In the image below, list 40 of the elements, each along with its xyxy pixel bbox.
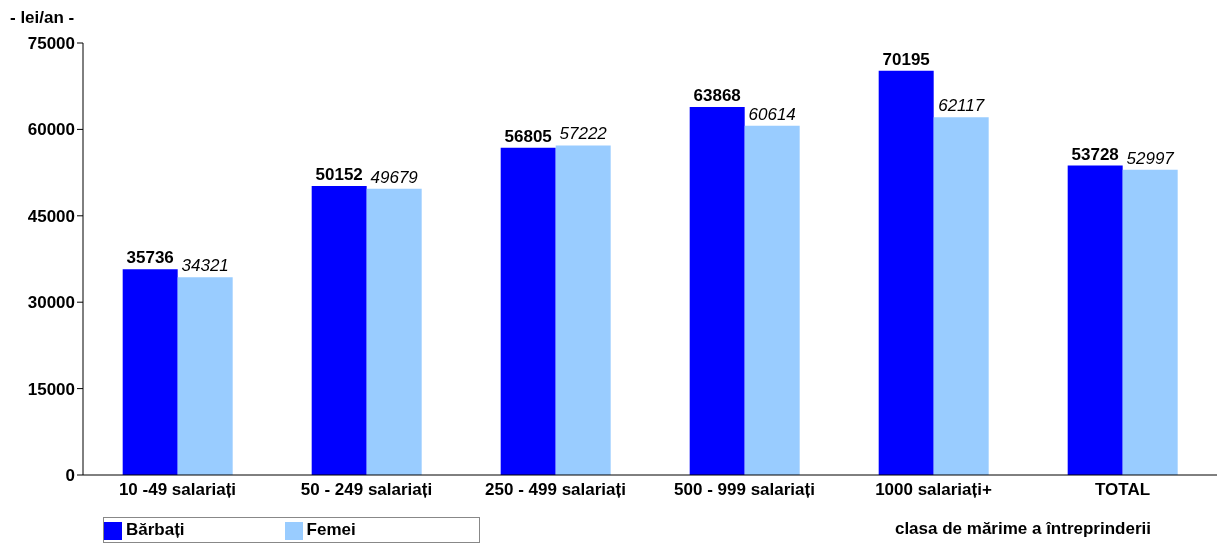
data-label: 34321 [181, 256, 229, 276]
bar [744, 125, 800, 475]
x-tick-label: 1000 salariați+ [875, 480, 992, 500]
data-label: 50152 [315, 165, 363, 185]
data-label: 53728 [1071, 144, 1119, 164]
x-axis-title: clasa de mărime a întreprinderii [894, 519, 1151, 539]
y-tick-label: 60000 [27, 120, 75, 140]
bar [1067, 165, 1123, 475]
x-tick-label: 10 -49 salariați [118, 480, 237, 500]
data-label: 63868 [693, 86, 741, 106]
y-axis-title: - lei/an - [10, 8, 75, 28]
data-label: 52997 [1126, 148, 1175, 168]
y-tick-label: 45000 [27, 206, 75, 226]
x-tick-label: 500 - 999 salariați [674, 480, 815, 500]
bar [122, 269, 178, 475]
data-label: 56805 [504, 126, 552, 146]
data-label: 57222 [559, 124, 608, 144]
x-tick-label: 250 - 499 salariați [485, 480, 626, 500]
data-label: 35736 [126, 248, 174, 268]
y-tick-label: 0 [65, 466, 75, 486]
data-label: 60614 [748, 104, 796, 124]
bar [689, 107, 745, 475]
bar [1122, 169, 1178, 475]
data-label: 49679 [370, 167, 419, 187]
bar [177, 277, 233, 475]
bar [366, 188, 422, 475]
legend-label: Femei [306, 520, 356, 539]
legend-label: Bărbați [126, 520, 185, 539]
x-tick-label: TOTAL [1094, 480, 1151, 500]
y-tick-label: 15000 [27, 379, 75, 399]
data-label: 62117 [938, 96, 985, 116]
x-tick-label: 50 - 249 salariați [300, 480, 433, 500]
data-label: 70195 [882, 49, 930, 69]
bar [555, 145, 611, 475]
bar [500, 147, 556, 475]
bar [933, 117, 989, 475]
bar [878, 70, 934, 475]
y-tick-label: 75000 [27, 34, 75, 54]
y-tick-label: 30000 [27, 293, 75, 313]
bar [311, 186, 367, 475]
